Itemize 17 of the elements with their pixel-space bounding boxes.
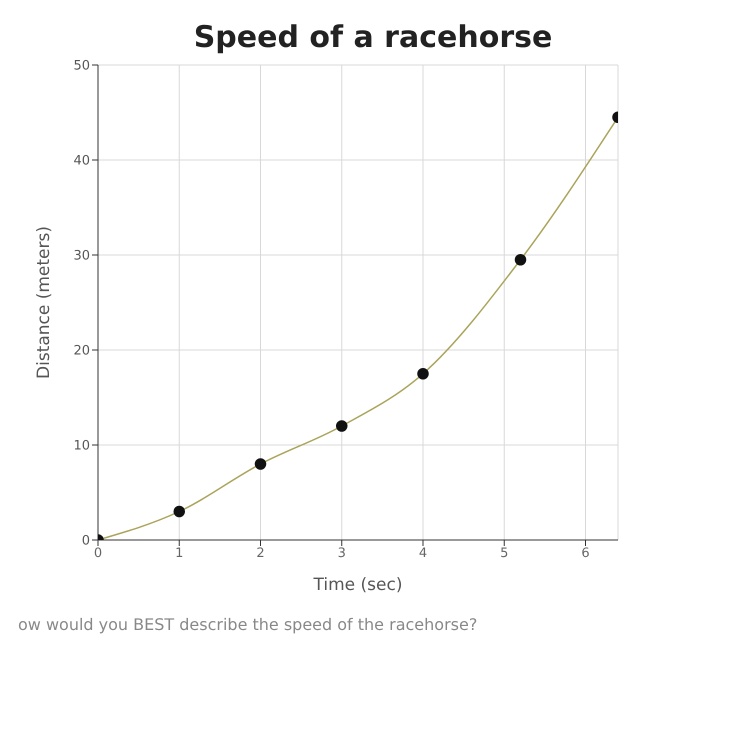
x-tick-label: 4 xyxy=(418,546,428,562)
x-tick-label: 3 xyxy=(338,546,346,562)
x-tick-label: 5 xyxy=(500,546,508,562)
x-tick-label: 2 xyxy=(256,546,265,562)
x-tick-label: 1 xyxy=(175,546,184,562)
y-tick-label: 10 xyxy=(73,438,90,454)
text: ow would you BEST describe the speed of the racehorse? xyxy=(18,615,478,634)
y-tick-label: 40 xyxy=(73,154,90,169)
x-axis-title: Time (sec) xyxy=(312,575,402,595)
chart-title: Speed of a racehorse xyxy=(192,20,554,55)
y-tick-label: 0 xyxy=(82,534,90,549)
x-tick-label: 6 xyxy=(581,546,590,562)
x-tick-label: 0 xyxy=(94,546,102,562)
y-tick-label: 20 xyxy=(73,344,90,359)
y-tick-label: 30 xyxy=(73,248,90,264)
y-tick-label: 50 xyxy=(73,58,90,74)
y-axis-title: Distance (meters) xyxy=(34,226,54,379)
